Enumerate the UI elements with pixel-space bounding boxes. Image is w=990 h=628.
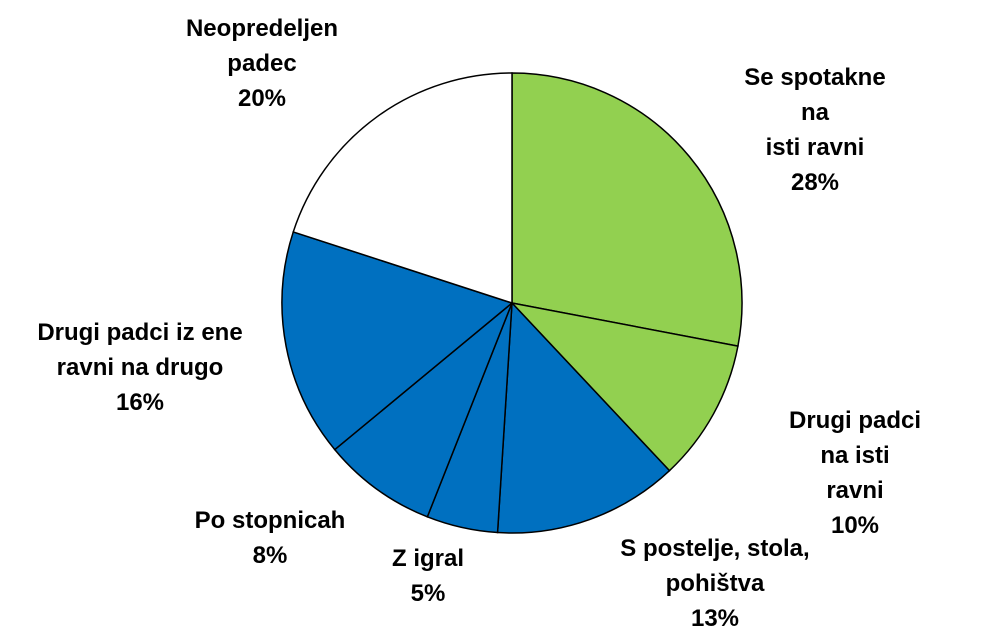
value-label: 13% [690,605,740,628]
slice-label: Se spotakne na isti ravni 28% [728,60,903,200]
value-label: 5% [410,580,446,607]
slice-label: S postelje, stola, pohištva 13% [620,531,809,628]
category-label: Drugi padci iz ene ravni na drugo [37,319,243,381]
category-label: Drugi padci na isti ravni [788,407,921,504]
value-label: 8% [252,542,288,569]
category-label: Z igral [391,545,465,572]
category-label: Se spotakne na isti ravni [744,64,886,161]
slice [333,302,513,518]
slice [496,301,671,534]
slice [509,301,739,472]
slice [292,72,513,305]
slice-label: Po stopnicah 8% [195,503,346,573]
category-label: Neopredeljen padec [185,15,339,77]
slice [281,230,514,451]
slice-label: Neopredeljen padec 20% [186,11,338,116]
category-label: Po stopnicah [194,507,346,534]
slice-label: Drugi padci iz ene ravni na drugo 16% [37,315,242,420]
slice [511,72,743,347]
category-label: S postelje, stola, pohištva [620,535,810,597]
slice-label: Drugi padci na isti ravni 10% [788,403,923,543]
slice-label: Z igral 5% [392,541,464,611]
value-label: 16% [115,389,165,416]
value-label: 28% [790,169,840,196]
value-label: 20% [237,85,287,112]
value-label: 10% [830,512,880,539]
